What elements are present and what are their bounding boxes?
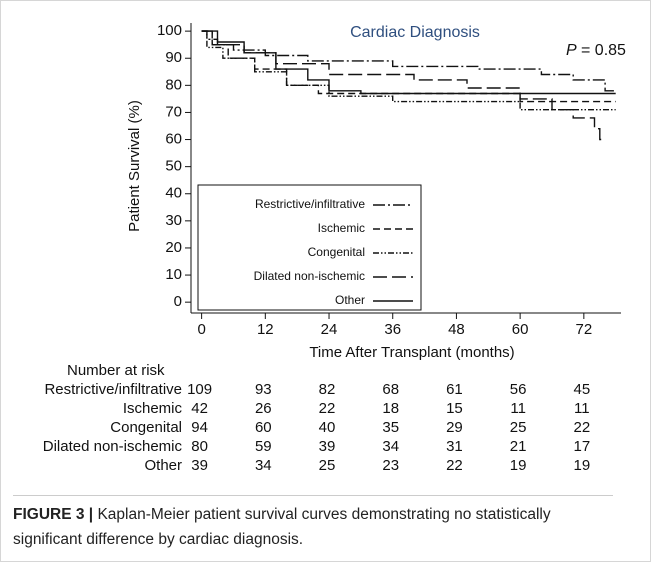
risk-row-name: Ischemic: [123, 400, 183, 417]
y-tick-label: 100: [157, 22, 182, 39]
risk-count: 25: [510, 419, 527, 436]
risk-count: 109: [187, 381, 212, 398]
risk-count: 94: [191, 419, 208, 436]
caption-text: Kaplan-Meier patient survival curves dem…: [13, 506, 551, 548]
chart-title: Cardiac Diagnosis: [350, 24, 480, 41]
risk-count: 61: [446, 381, 463, 398]
risk-count: 29: [446, 419, 463, 436]
risk-count: 26: [255, 400, 272, 417]
risk-count: 11: [574, 400, 590, 417]
x-tick-label: 48: [448, 321, 465, 338]
risk-row-name: Dilated non-ischemic: [43, 438, 183, 455]
legend-label: Congenital: [308, 245, 365, 259]
x-tick-label: 0: [197, 321, 205, 338]
survival-curve: [201, 30, 606, 141]
legend-box: [197, 184, 422, 311]
x-tick-label: 36: [384, 321, 401, 338]
risk-count: 39: [191, 457, 208, 474]
x-axis-label: Time After Transplant (months): [309, 344, 514, 361]
x-tick-label: 12: [257, 321, 274, 338]
risk-row-name: Congenital: [110, 419, 182, 436]
risk-count: 19: [573, 457, 590, 474]
y-tick-label: 10: [165, 266, 182, 283]
risk-count: 35: [382, 419, 399, 436]
y-tick-label: 50: [165, 158, 182, 175]
y-tick-label: 30: [165, 212, 182, 229]
risk-count: 68: [382, 381, 399, 398]
risk-count: 39: [319, 438, 336, 455]
risk-count: 22: [446, 457, 463, 474]
y-tick-label: 20: [165, 239, 182, 256]
y-tick-label: 40: [165, 185, 182, 202]
risk-count: 21: [510, 438, 527, 455]
risk-count: 31: [446, 438, 463, 455]
risk-row-name: Other: [144, 457, 182, 474]
p-label: P: [566, 42, 577, 59]
legend-label: Ischemic: [318, 221, 365, 235]
risk-count: 11: [510, 400, 526, 417]
risk-count: 59: [255, 438, 272, 455]
y-tick-label: 0: [174, 293, 182, 310]
risk-title: Number at risk: [67, 362, 165, 379]
caption: FIGURE 3 | Kaplan-Meier patient survival…: [13, 495, 613, 552]
survival-curve: [201, 30, 616, 111]
chart: Cardiac Diagnosis P = 0.85 Patient Survi…: [43, 22, 626, 474]
risk-count: 17: [573, 438, 590, 455]
y-tick-label: 80: [165, 76, 182, 93]
y-tick-label: 90: [165, 49, 182, 66]
survival-curve: [201, 30, 616, 95]
p-value: = 0.85: [581, 42, 626, 59]
risk-count: 42: [191, 400, 208, 417]
legend-label: Other: [335, 293, 365, 307]
x-tick-label: 72: [575, 321, 592, 338]
risk-count: 34: [255, 457, 272, 474]
risk-count: 45: [573, 381, 590, 398]
risk-row-name: Restrictive/infiltrative: [44, 381, 182, 398]
risk-count: 18: [382, 400, 399, 417]
risk-count: 22: [573, 419, 590, 436]
x-tick-label: 24: [321, 321, 338, 338]
legend-label: Dilated non-ischemic: [254, 269, 365, 283]
risk-count: 82: [319, 381, 336, 398]
y-tick-label: 60: [165, 131, 182, 148]
risk-count: 40: [319, 419, 336, 436]
x-tick-label: 60: [512, 321, 529, 338]
caption-label: FIGURE 3 |: [13, 506, 94, 523]
y-axis-label: Patient Survival (%): [126, 100, 143, 232]
risk-count: 60: [255, 419, 272, 436]
risk-count: 56: [510, 381, 527, 398]
risk-count: 22: [319, 400, 336, 417]
y-tick-label: 70: [165, 103, 182, 120]
risk-count: 93: [255, 381, 272, 398]
legend-label: Restrictive/infiltrative: [255, 197, 365, 211]
risk-count: 15: [446, 400, 463, 417]
risk-count: 25: [319, 457, 336, 474]
risk-count: 34: [382, 438, 399, 455]
risk-count: 19: [510, 457, 527, 474]
risk-count: 23: [382, 457, 399, 474]
risk-count: 80: [191, 438, 208, 455]
